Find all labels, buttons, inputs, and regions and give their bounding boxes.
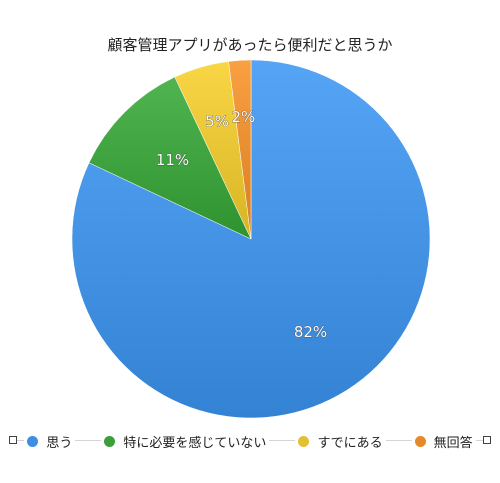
legend-dot-omou [27, 435, 39, 447]
legend-label-omou: 思う [46, 435, 73, 451]
legend: 思う 特に必要を感じていない すでにある 無回答 [0, 429, 500, 453]
legend-label-sudeni-aru: すでにある [317, 435, 383, 451]
pie-slice-mukaitou [228, 59, 252, 240]
legend-label-mukaitou: 無回答 [433, 435, 473, 451]
data-label-omou: 82% [294, 323, 327, 341]
legend-dot-sudeni-aru [298, 435, 310, 447]
pie-labels: 82% 11% 5% 2% [156, 108, 328, 342]
data-label-sudeni-aru: 5% [205, 113, 229, 131]
pie-slices [71, 59, 431, 419]
legend-item-mukaitou: 無回答 [411, 431, 476, 451]
legend-handle-right[interactable] [483, 436, 491, 444]
legend-dot-hitsuyou-nai [104, 435, 116, 447]
legend-items: 思う 特に必要を感じていない すでにある 無回答 [0, 429, 500, 453]
legend-item-hitsuyou-nai: 特に必要を感じていない [101, 431, 270, 451]
data-label-hitsuyou-nai: 11% [156, 151, 189, 169]
data-label-mukaitou: 2% [232, 108, 256, 126]
legend-label-hitsuyou-nai: 特に必要を感じていない [123, 435, 267, 451]
legend-item-omou: 思う [24, 431, 76, 451]
pie-slice-omou [71, 59, 431, 419]
pie-slice-hitsuyou-nai [88, 76, 252, 240]
legend-dot-mukaitou [414, 435, 426, 447]
chart-title: 顧客管理アプリがあったら便利だと思うか [107, 36, 393, 54]
legend-handle-left[interactable] [9, 436, 17, 444]
legend-item-sudeni-aru: すでにある [295, 431, 386, 451]
